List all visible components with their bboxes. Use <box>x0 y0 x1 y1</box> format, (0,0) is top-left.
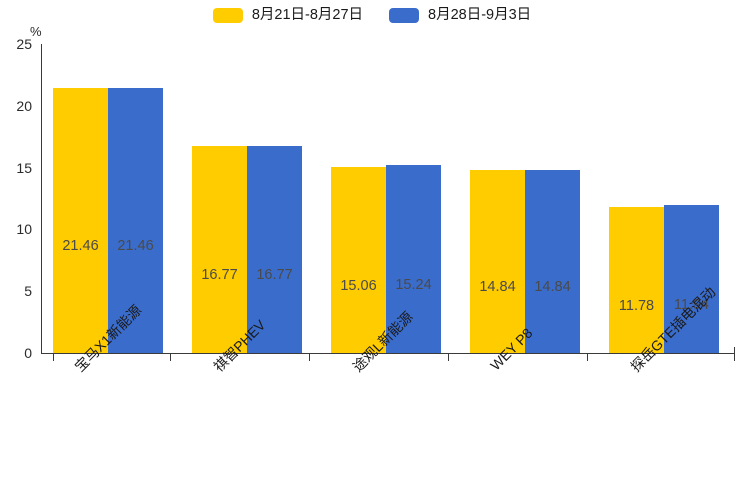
bar[interactable]: 16.77 <box>192 145 247 353</box>
x-tick-0 <box>53 354 54 361</box>
y-tick-20: 20 <box>16 97 32 114</box>
x-axis-start-cap <box>41 347 42 353</box>
y-axis-line <box>41 44 42 353</box>
legend-label-series-2: 8月28日-9月3日 <box>428 7 532 24</box>
bar-value-label: 14.84 <box>534 279 571 296</box>
y-tick-10: 10 <box>16 221 32 238</box>
legend-swatch-series-2 <box>389 8 420 23</box>
y-axis-unit-label: % <box>30 24 42 39</box>
x-tick-3 <box>448 354 449 361</box>
y-tick-25: 25 <box>16 36 32 52</box>
bar-value-label: 14.84 <box>479 279 516 296</box>
bar-group: 15.06 15.24 <box>331 44 441 353</box>
legend-swatch-series-1 <box>212 8 243 23</box>
bar-value-label: 15.24 <box>395 276 432 293</box>
bar-value-label: 21.46 <box>117 238 154 255</box>
bar-value-label: 21.46 <box>62 238 99 255</box>
bar[interactable]: 16.77 <box>247 145 302 353</box>
bar-group: 11.78 11.94 <box>609 44 719 353</box>
bar[interactable]: 14.84 <box>525 169 580 353</box>
y-tick-15: 15 <box>16 159 32 176</box>
plot-area: 0 5 10 15 20 25 21.46 21.46 16.77 16.77 15.06 15.2… <box>16 36 735 361</box>
x-axis-line <box>41 353 735 354</box>
bar-value-label: 16.77 <box>201 267 238 284</box>
bar[interactable]: 15.06 <box>331 166 386 353</box>
y-tick-5: 5 <box>24 283 32 300</box>
bar[interactable]: 14.84 <box>470 169 525 353</box>
bar-value-label: 15.06 <box>340 277 377 294</box>
bar[interactable]: 11.94 <box>664 205 719 353</box>
bar[interactable]: 21.46 <box>108 87 163 353</box>
y-tick-0: 0 <box>24 345 32 361</box>
chart-legend: 8月21日-8月27日 8月28日-9月3日 <box>0 8 744 23</box>
legend-item-series-1[interactable]: 8月21日-8月27日 <box>212 7 364 24</box>
bar-group: 16.77 16.77 <box>192 44 302 353</box>
bar-value-label: 11.94 <box>673 296 710 313</box>
x-tick-5 <box>734 354 735 361</box>
legend-label-series-1: 8月21日-8月27日 <box>251 7 364 24</box>
bar-group: 14.84 14.84 <box>470 44 580 353</box>
bar[interactable]: 21.46 <box>53 87 108 353</box>
bar-value-label: 16.77 <box>256 267 293 284</box>
bar[interactable]: 15.24 <box>386 164 441 353</box>
bar[interactable]: 11.78 <box>609 207 664 353</box>
x-tick-1 <box>170 354 171 361</box>
legend-item-series-2[interactable]: 8月28日-9月3日 <box>389 8 531 23</box>
x-tick-2 <box>309 354 310 361</box>
bar-group: 21.46 21.46 <box>53 44 163 353</box>
x-axis-end-cap <box>734 347 735 353</box>
bar-value-label: 11.78 <box>618 297 655 314</box>
x-tick-4 <box>587 354 588 361</box>
